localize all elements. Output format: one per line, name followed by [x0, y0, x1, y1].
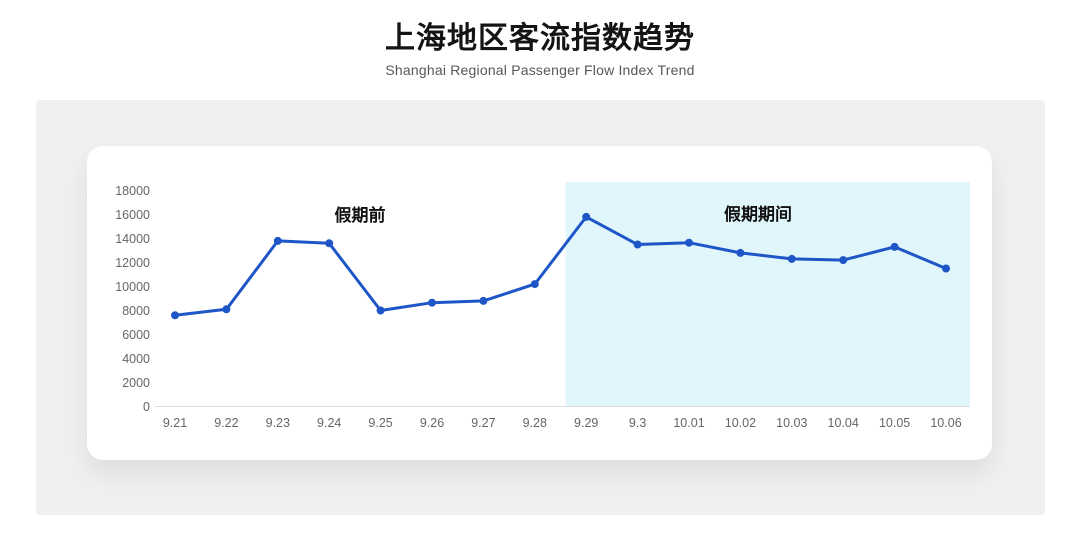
x-axis-tick-label: 9.24 [317, 416, 341, 430]
chart-subtitle: Shanghai Regional Passenger Flow Index T… [385, 62, 695, 78]
data-point [428, 298, 436, 307]
data-point [222, 305, 231, 314]
holiday-highlight-region [565, 182, 970, 407]
y-axis-tick-label: 18000 [115, 184, 150, 198]
x-axis-tick-label: 9.3 [629, 416, 646, 430]
x-axis-tick-label: 10.02 [725, 416, 756, 430]
x-axis-tick-label: 9.22 [214, 416, 238, 430]
annotation-holiday-label: 假期期间 [724, 204, 792, 224]
y-axis-tick-label: 12000 [115, 256, 150, 270]
data-point [273, 236, 282, 245]
x-axis-tick-label: 10.05 [879, 416, 910, 430]
data-point [479, 296, 488, 305]
data-point [325, 239, 334, 248]
y-axis-tick-label: 8000 [122, 304, 150, 318]
data-point [787, 254, 796, 263]
data-point [530, 280, 539, 289]
x-axis-tick-label: 9.28 [523, 416, 547, 430]
y-axis-tick-label: 16000 [115, 208, 150, 222]
y-axis-tick-label: 6000 [122, 328, 150, 342]
x-axis-tick-label: 10.04 [828, 416, 859, 430]
x-axis-tick-label: 9.21 [163, 416, 187, 430]
x-axis-tick-label: 9.27 [471, 416, 495, 430]
data-point [942, 264, 950, 273]
annotation-pre-holiday-label: 假期前 [335, 205, 386, 225]
line-chart: 0 2000 4000 6000 8000 10000 12000 14000 16000 180… [115, 182, 970, 430]
y-axis-tick-label: 14000 [115, 232, 150, 246]
data-point [171, 311, 179, 320]
data-point [890, 242, 899, 251]
chart-panel: 0 2000 4000 6000 8000 10000 12000 14000 16000 180… [36, 100, 1045, 515]
x-axis-tick-label: 9.26 [420, 416, 444, 430]
chart-title: 上海地区客流指数趋势 [385, 22, 695, 55]
data-point [376, 306, 385, 315]
data-point [582, 212, 591, 221]
chart-card: 0 2000 4000 6000 8000 10000 12000 14000 16000 180… [87, 146, 992, 460]
data-point [633, 240, 642, 249]
data-point [685, 238, 693, 247]
x-axis-tick-label: 10.03 [776, 416, 807, 430]
x-axis-tick-label: 10.06 [930, 416, 961, 430]
y-axis-tick-label: 0 [143, 400, 150, 414]
y-axis-tick-label: 2000 [122, 376, 150, 390]
x-axis-tick-label: 10.01 [673, 416, 704, 430]
data-point [839, 256, 848, 265]
chart-header: 上海地区客流指数趋势 Shanghai Regional Passenger F… [0, 22, 1080, 78]
x-axis-tick-label: 9.25 [368, 416, 392, 430]
data-point [736, 248, 745, 257]
flow-line [173, 215, 948, 317]
y-axis-tick-label: 10000 [115, 280, 150, 294]
y-axis-tick-label: 4000 [122, 352, 150, 366]
x-axis-tick-label: 9.23 [266, 416, 290, 430]
x-axis-tick-label: 9.29 [574, 416, 598, 430]
